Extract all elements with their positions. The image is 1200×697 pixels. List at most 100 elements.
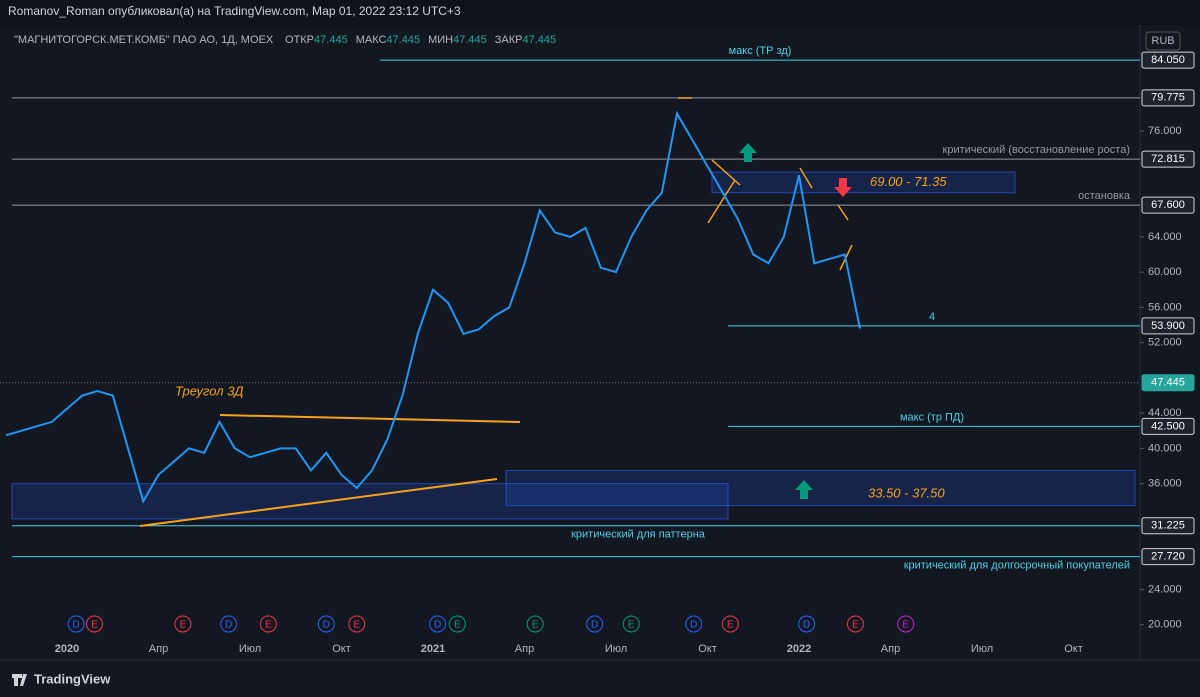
event-marker	[622, 615, 640, 633]
price-box	[1141, 51, 1195, 69]
event-label: E	[852, 620, 859, 631]
event-label: E	[91, 620, 98, 631]
x-tick-label: 2021	[421, 643, 445, 655]
event-marker	[174, 615, 192, 633]
ohlc-value: 47.445	[522, 34, 556, 46]
event-label: D	[591, 620, 598, 631]
ohlc-label: ЗАКР	[495, 34, 523, 46]
y-tick-label: 76.000	[1148, 125, 1182, 137]
event-label: E	[265, 620, 272, 631]
annotation: Треугол 3Д	[175, 383, 244, 398]
x-tick-label: Июл	[605, 643, 627, 655]
ohlc-value: 47.445	[314, 34, 348, 46]
y-tick-label: 60.000	[1148, 266, 1182, 278]
y-tick-label: 36.000	[1148, 478, 1182, 490]
price-label: 53.900	[1151, 320, 1185, 332]
price-label: 72.815	[1151, 153, 1185, 165]
event-marker	[721, 615, 739, 633]
event-label: E	[353, 620, 360, 631]
zone-label: 33.50 - 37.50	[868, 485, 945, 500]
x-tick-label: 2020	[55, 643, 79, 655]
level-text: критический (восстановление роста)	[943, 144, 1130, 156]
brand: TradingView	[34, 671, 111, 686]
price-box	[1141, 196, 1195, 214]
event-marker	[317, 615, 335, 633]
price-label: 27.720	[1151, 551, 1185, 563]
event-marker	[586, 615, 604, 633]
zone	[711, 171, 1016, 194]
event-label: D	[73, 620, 80, 631]
chart-title: "МАГНИТОГОРСК.МЕТ.КОМБ" ПАО АО, 1Д, MOEX	[14, 34, 274, 46]
event-label: E	[902, 620, 909, 631]
x-tick-label: Июл	[239, 643, 261, 655]
ohlc-value: 47.445	[386, 34, 420, 46]
event-label: E	[180, 620, 187, 631]
event-marker	[220, 615, 238, 633]
event-marker	[348, 615, 366, 633]
price-line	[5, 110, 861, 504]
currency-box	[1145, 31, 1181, 51]
y-tick-label: 20.000	[1148, 619, 1182, 631]
event-label: D	[225, 620, 232, 631]
event-marker	[259, 615, 277, 633]
price-box	[1141, 89, 1195, 107]
price-box	[1141, 517, 1195, 535]
price-box	[1141, 548, 1195, 566]
arrow-up	[795, 480, 813, 499]
x-tick-label: 2022	[787, 643, 811, 655]
price-box	[1141, 374, 1195, 392]
event-label: E	[628, 620, 635, 631]
arrow-up	[739, 143, 757, 162]
event-marker	[897, 615, 915, 633]
price-box	[1141, 317, 1195, 335]
event-label: E	[727, 620, 734, 631]
x-tick-label: Июл	[971, 643, 993, 655]
y-tick-label: 40.000	[1148, 442, 1182, 454]
triangle-line	[139, 478, 498, 527]
event-marker	[67, 615, 85, 633]
price-box	[1141, 150, 1195, 168]
y-tick-label: 56.000	[1148, 301, 1182, 313]
author-line: Romanov_Roman опубликовал(а) на TradingV…	[8, 4, 461, 18]
zone	[505, 469, 1136, 507]
zone-label: 69.00 - 71.35	[870, 174, 947, 189]
event-marker	[798, 615, 816, 633]
ohlc-value: 47.445	[453, 34, 487, 46]
y-tick-label: 44.000	[1148, 407, 1182, 419]
price-label: 67.600	[1151, 199, 1185, 211]
event-label: E	[532, 620, 539, 631]
event-marker	[685, 615, 703, 633]
price-label: 84.050	[1151, 54, 1185, 66]
ohlc-label: МАКС	[356, 34, 387, 46]
event-marker	[526, 615, 544, 633]
pattern-lines	[678, 97, 853, 271]
y-tick-label: 64.000	[1148, 231, 1182, 243]
price-box	[1141, 417, 1195, 435]
event-label: D	[434, 620, 441, 631]
price-label: 47.445	[1151, 377, 1185, 389]
event-marker	[429, 615, 447, 633]
x-tick-label: Окт	[332, 643, 351, 655]
price-label: 79.775	[1151, 92, 1185, 104]
arrow-down	[834, 178, 852, 197]
x-tick-label: Окт	[1064, 643, 1083, 655]
x-tick-label: Апр	[515, 643, 534, 655]
x-tick-label: Окт	[698, 643, 717, 655]
x-tick-label: Апр	[149, 643, 168, 655]
level-text: макс (ТР зд)	[729, 45, 792, 57]
level-text: остановка	[1078, 190, 1131, 202]
x-tick-label: Апр	[881, 643, 900, 655]
ohlc-label: МИН	[428, 34, 453, 46]
header-bar	[0, 0, 1200, 25]
event-marker	[448, 615, 466, 633]
event-label: E	[454, 620, 461, 631]
y-tick-label: 24.000	[1148, 583, 1182, 595]
event-label: D	[803, 620, 810, 631]
level-text: критический для долгосрочный покупателей	[904, 560, 1130, 572]
price-label: 42.500	[1151, 420, 1185, 432]
triangle-line	[219, 414, 521, 423]
event-label: D	[323, 620, 330, 631]
ohlc-label: ОТКР	[285, 34, 314, 46]
